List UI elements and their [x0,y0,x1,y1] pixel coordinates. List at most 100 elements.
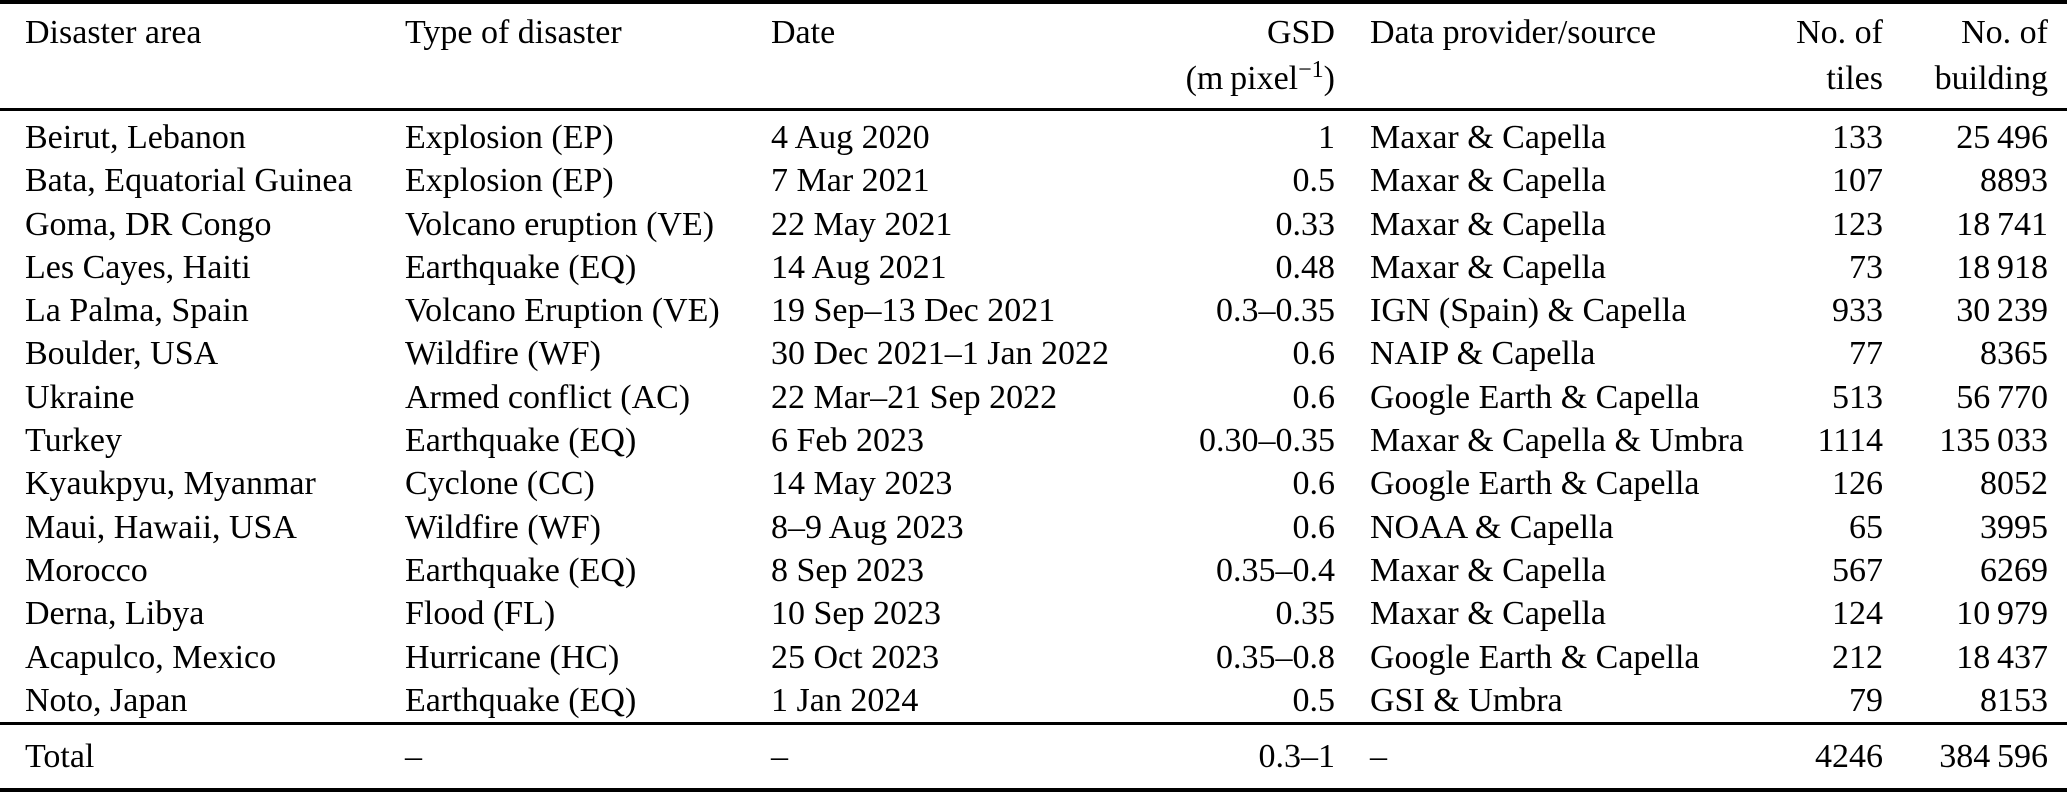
cell-type: Cyclone (CC) [405,465,595,503]
cell-type: Earthquake (EQ) [405,422,637,460]
table-body: Beirut, Lebanon Explosion (EP) 4 Aug 2020 1… [0,110,2067,724]
cell-buildings: 8893 [1980,162,2048,200]
cell-gsd: 0.35–0.4 [1216,551,1335,589]
cell-area: La Palma, Spain [25,292,249,330]
cell-buildings: 8052 [1980,465,2048,503]
cell-date: 6 Feb 2023 [771,422,924,460]
cell-buildings: 6269 [1980,551,2048,589]
cell-buildings: 10 979 [1956,595,2048,633]
total-date: – [771,738,788,776]
cell-type: Explosion (EP) [405,119,614,156]
col-header-buildings-line1: No. of [1961,14,2048,51]
cell-tiles: 133 [1832,119,1883,156]
cell-gsd: 0.6 [1292,335,1336,373]
col-header-disaster-area: Disaster area [0,2,380,110]
cell-type: Earthquake (EQ) [405,551,637,589]
cell-tiles: 513 [1832,378,1883,416]
cell-buildings: 3995 [1980,508,2048,546]
cell-provider: Google Earth & Capella [1370,465,1700,503]
cell-provider: Maxar & Capella [1370,119,1607,156]
cell-provider: NOAA & Capella [1370,508,1614,546]
cell-gsd: 0.5 [1292,681,1336,719]
cell-tiles: 73 [1849,248,1883,286]
cell-type: Armed conflict (AC) [405,378,691,416]
cell-provider: Maxar & Capella [1370,551,1607,589]
cell-gsd: 1 [1318,119,1335,156]
cell-tiles: 567 [1832,551,1883,589]
table-row: Goma, DR Congo Volcano eruption (VE) 22 Ma… [0,203,2067,246]
cell-date: 14 Aug 2021 [771,248,947,286]
cell-area: Bata, Equatorial Guinea [25,162,353,200]
cell-area: Noto, Japan [25,681,188,719]
cell-date: 4 Aug 2020 [771,119,930,156]
cell-area: Maui, Hawaii, USA [25,508,297,546]
cell-date: 1 Jan 2024 [771,681,919,719]
cell-date: 19 Sep–13 Dec 2021 [771,292,1056,330]
col-header-date: Date [751,2,1051,110]
cell-area: Les Cayes, Haiti [25,248,251,286]
table-row: Kyaukpyu, Myanmar Cyclone (CC) 14 May 2023… [0,462,2067,505]
cell-date: 7 Mar 2021 [771,162,930,200]
cell-type: Volcano Eruption (VE) [405,292,720,330]
total-tiles: 4246 [1815,738,1883,776]
cell-area: Morocco [25,551,148,589]
table-row: Les Cayes, Haiti Earthquake (EQ) 14 Aug 20… [0,246,2067,289]
cell-date: 22 Mar–21 Sep 2022 [771,378,1058,416]
cell-buildings: 56 770 [1956,378,2048,416]
cell-buildings: 30 239 [1956,292,2048,330]
cell-buildings: 25 496 [1956,119,2048,156]
col-header-disaster-area-label: Disaster area [25,14,202,51]
cell-provider: Maxar & Capella [1370,162,1607,200]
cell-type: Volcano eruption (VE) [405,205,715,243]
cell-type: Earthquake (EQ) [405,248,637,286]
cell-gsd: 0.6 [1292,465,1336,503]
cell-tiles: 79 [1849,681,1883,719]
cell-type: Flood (FL) [405,595,556,633]
cell-gsd: 0.30–0.35 [1199,422,1335,460]
col-header-gsd: GSD (m pixel−1) [1051,2,1335,110]
cell-buildings: 18 918 [1956,248,2048,286]
total-provider: – [1370,738,1387,776]
cell-tiles: 123 [1832,205,1883,243]
table-row: Acapulco, Mexico Hurricane (HC) 25 Oct 202… [0,636,2067,679]
cell-date: 8 Sep 2023 [771,551,924,589]
cell-gsd: 0.48 [1275,248,1336,286]
col-header-tiles-line2: tiles [1826,60,1883,97]
total-type: – [405,738,422,776]
cell-date: 22 May 2021 [771,205,953,243]
col-header-no-of-building: No. of building [1883,2,2067,110]
cell-type: Earthquake (EQ) [405,681,637,719]
cell-type: Explosion (EP) [405,162,614,200]
cell-area: Beirut, Lebanon [25,119,246,156]
col-header-date-label: Date [771,14,836,51]
col-header-data-provider: Data provider/source [1335,2,1720,110]
cell-provider: Google Earth & Capella [1370,378,1700,416]
cell-date: 10 Sep 2023 [771,595,941,633]
cell-gsd: 0.6 [1292,378,1336,416]
table-row: Morocco Earthquake (EQ) 8 Sep 2023 0.35–0.4… [0,549,2067,592]
cell-provider: Google Earth & Capella [1370,638,1700,676]
table-row: Noto, Japan Earthquake (EQ) 1 Jan 2024 0.5 G… [0,679,2067,724]
cell-provider: Maxar & Capella & Umbra [1370,422,1744,460]
col-header-type-label: Type of disaster [405,14,622,51]
cell-buildings: 8153 [1980,681,2048,719]
table-row: Maui, Hawaii, USA Wildfire (WF) 8–9 Aug 20… [0,506,2067,549]
col-header-no-of-tiles: No. of tiles [1720,2,1883,110]
cell-buildings: 18 437 [1956,638,2048,676]
table-row: Derna, Libya Flood (FL) 10 Sep 2023 0.35 Max… [0,592,2067,635]
cell-provider: Maxar & Capella [1370,595,1607,633]
total-gsd: 0.3–1 [1258,738,1336,776]
cell-provider: IGN (Spain) & Capella [1370,292,1687,330]
gsd-unit-suffix: ) [1323,60,1335,97]
cell-gsd: 0.35 [1275,595,1336,633]
cell-date: 25 Oct 2023 [771,638,940,676]
table-row: Beirut, Lebanon Explosion (EP) 4 Aug 2020 1… [0,110,2067,160]
cell-tiles: 933 [1832,292,1883,330]
table-row: Bata, Equatorial Guinea Explosion (EP) 7 M… [0,159,2067,202]
cell-type: Hurricane (HC) [405,638,620,676]
cell-buildings: 8365 [1980,335,2048,373]
table-row: Turkey Earthquake (EQ) 6 Feb 2023 0.30–0.35… [0,419,2067,462]
cell-gsd: 0.3–0.35 [1216,292,1335,330]
col-header-buildings-line2: building [1934,60,2048,97]
